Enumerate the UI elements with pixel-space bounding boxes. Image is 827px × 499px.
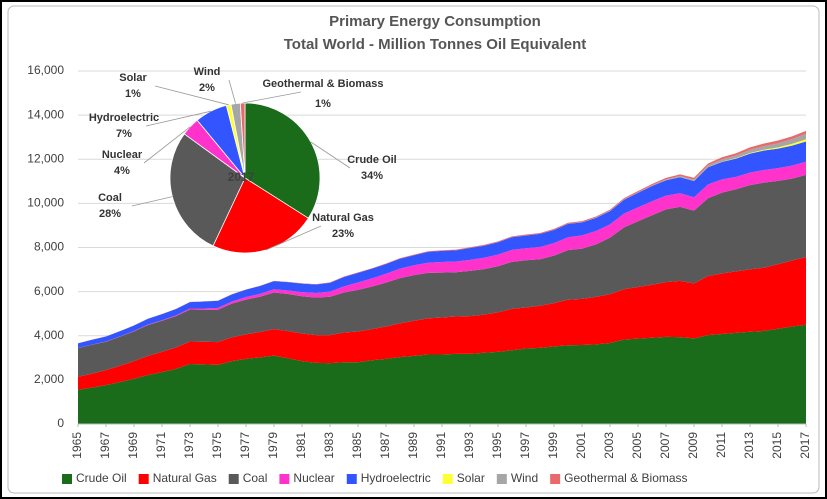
pie-label: Crude Oil <box>347 154 397 166</box>
x-tick-label: 2003 <box>602 432 616 459</box>
x-tick-label: 1977 <box>238 432 252 459</box>
y-tick-label: 14,000 <box>27 107 64 121</box>
inner-frame <box>7 5 820 494</box>
y-tick-label: 4,000 <box>34 328 64 342</box>
x-tick-label: 2013 <box>742 432 756 459</box>
legend-label: Wind <box>511 471 538 485</box>
legend-swatch <box>346 474 357 484</box>
x-tick-label: 2005 <box>630 432 644 459</box>
chart-subtitle: Total World - Million Tonnes Oil Equival… <box>284 36 587 53</box>
x-tick-label: 2015 <box>770 432 784 459</box>
legend-label: Geothermal & Biomass <box>564 471 687 485</box>
area <box>78 324 806 424</box>
legend-swatch <box>138 474 149 484</box>
y-tick-label: 12,000 <box>27 151 64 165</box>
area <box>78 174 806 377</box>
y-tick-label: 16,000 <box>27 63 64 77</box>
x-tick-label: 1985 <box>350 432 364 459</box>
legend-label: Nuclear <box>293 471 334 485</box>
pie-label: Nuclear <box>102 149 143 161</box>
x-tick-label: 2009 <box>686 432 700 459</box>
legend-label: Solar <box>457 471 485 485</box>
x-tick-label: 1965 <box>70 432 84 459</box>
x-tick-label: 1971 <box>154 432 168 459</box>
pie-label: Natural Gas <box>312 212 374 224</box>
pie-label: Coal <box>98 192 122 204</box>
x-tick-label: 1969 <box>126 432 140 459</box>
pie-label: Solar <box>119 72 147 84</box>
x-tick-label: 1987 <box>378 432 392 459</box>
y-tick-label: 2,000 <box>34 372 64 386</box>
pie-title: 2017 <box>228 170 255 184</box>
x-tick-label: 1991 <box>434 432 448 459</box>
leader-line <box>154 85 229 106</box>
leader-line <box>242 91 302 104</box>
leader-line <box>143 126 191 164</box>
pie-value-label: 2% <box>199 82 215 94</box>
pie-value-label: 7% <box>116 128 132 140</box>
pie-slice <box>169 133 246 247</box>
x-tick-label: 2017 <box>798 432 812 459</box>
x-tick-label: 1981 <box>294 432 308 459</box>
area <box>78 141 806 348</box>
x-tick-label: 1999 <box>546 432 560 459</box>
x-tick-label: 2001 <box>574 432 588 459</box>
legend-label: Natural Gas <box>153 471 217 485</box>
pie-value-label: 34% <box>361 170 383 182</box>
pie-label: Geothermal & Biomass <box>262 78 383 90</box>
y-tick-label: 8,000 <box>34 240 64 254</box>
area <box>78 257 806 390</box>
legend-swatch <box>550 474 561 484</box>
legend-swatch <box>279 474 290 484</box>
legend-label: Coal <box>243 471 268 485</box>
x-tick-label: 1993 <box>462 432 476 459</box>
leader-line <box>265 225 322 251</box>
pie-value-label: 4% <box>114 165 130 177</box>
x-tick-label: 1975 <box>210 432 224 459</box>
x-tick-label: 2011 <box>714 432 728 458</box>
y-tick-label: 0 <box>57 416 64 430</box>
legend-swatch <box>228 474 239 484</box>
pie-label: Wind <box>194 66 221 78</box>
y-tick-label: 6,000 <box>34 284 64 298</box>
pie-value-label: 1% <box>125 88 141 100</box>
leader-line <box>145 110 212 127</box>
x-tick-label: 1973 <box>182 432 196 459</box>
leader-line <box>228 79 236 104</box>
pie-slice <box>244 102 321 219</box>
area <box>78 161 806 349</box>
x-tick-label: 1979 <box>266 432 280 459</box>
y-tick-label: 10,000 <box>27 196 64 210</box>
legend-label: Crude Oil <box>76 471 127 485</box>
legend-label: Hydroelectric <box>361 471 431 485</box>
x-tick-label: 1997 <box>518 432 532 459</box>
pie-value-label: 1% <box>315 98 331 110</box>
leader-line <box>310 141 351 169</box>
chart-title: Primary Energy Consumption <box>329 13 541 30</box>
x-tick-label: 2007 <box>658 432 672 459</box>
x-tick-label: 1995 <box>490 432 504 459</box>
x-tick-label: 1967 <box>98 432 112 459</box>
legend-swatch <box>496 474 507 484</box>
pie-label: Hydroelectric <box>89 112 159 124</box>
legend-swatch <box>62 474 72 484</box>
x-tick-label: 1983 <box>322 432 336 459</box>
leader-line <box>131 196 173 207</box>
pie-value-label: 23% <box>332 228 354 240</box>
x-tick-label: 1989 <box>406 432 420 459</box>
pie-value-label: 28% <box>99 208 121 220</box>
legend-swatch <box>442 474 453 484</box>
